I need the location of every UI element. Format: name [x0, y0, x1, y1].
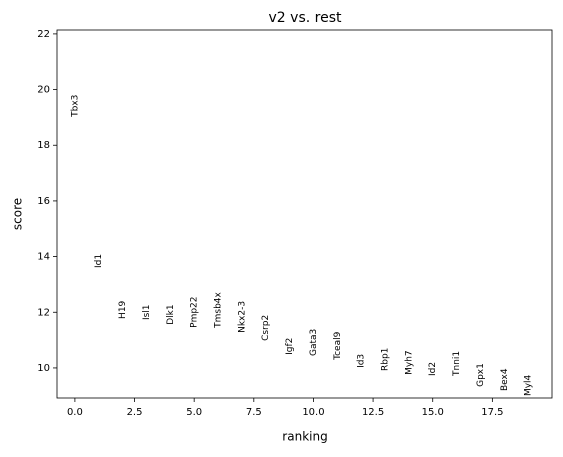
- x-tick-label: 12.5: [362, 407, 384, 418]
- gene-label: Gata3: [309, 329, 319, 356]
- gene-label: Id1: [94, 254, 104, 268]
- y-tick-label: 12: [37, 307, 50, 318]
- gene-label: Tceal9: [333, 331, 343, 360]
- y-tick-label: 20: [37, 85, 50, 96]
- y-tick-label: 18: [37, 140, 50, 151]
- x-tick-label: 10.0: [302, 407, 324, 418]
- gene-label: Dlk1: [166, 304, 176, 324]
- plot-frame: [56, 29, 553, 399]
- y-axis-label: score: [11, 198, 25, 230]
- gene-label: Nkx2-3: [237, 301, 247, 333]
- y-tick-label: 22: [37, 29, 50, 40]
- gene-label: Bex4: [500, 368, 510, 391]
- x-axis-label: ranking: [282, 430, 327, 444]
- x-tick-label: 5.0: [186, 407, 202, 418]
- gene-label: Rbp1: [381, 348, 391, 371]
- gene-label: Id2: [428, 362, 438, 376]
- y-tick-label: 14: [37, 252, 50, 263]
- gene-label: Myl4: [524, 374, 534, 396]
- x-tick-label: 17.5: [481, 407, 503, 418]
- gene-label: Myh7: [404, 350, 414, 375]
- chart-title: v2 vs. rest: [269, 10, 342, 26]
- gene-label: Igf2: [285, 338, 295, 355]
- gene-label: Tnni1: [452, 351, 462, 377]
- gene-label: Gpx1: [476, 363, 486, 387]
- x-tick-label: 7.5: [246, 407, 262, 418]
- gene-label: H19: [118, 300, 128, 318]
- gene-label: Isl1: [142, 304, 152, 320]
- y-tick-label: 16: [37, 196, 50, 207]
- gene-label: Tmsb4x: [214, 291, 224, 328]
- y-tick-label: 10: [37, 363, 50, 374]
- x-tick-label: 2.5: [127, 407, 143, 418]
- x-tick-label: 0.0: [67, 407, 83, 418]
- gene-label: Pmp22: [190, 296, 200, 327]
- gene-label: Tbx3: [70, 95, 80, 118]
- gene-label: Csrp2: [261, 315, 271, 341]
- gene-label: Id3: [357, 354, 367, 368]
- x-tick-label: 15.0: [422, 407, 444, 418]
